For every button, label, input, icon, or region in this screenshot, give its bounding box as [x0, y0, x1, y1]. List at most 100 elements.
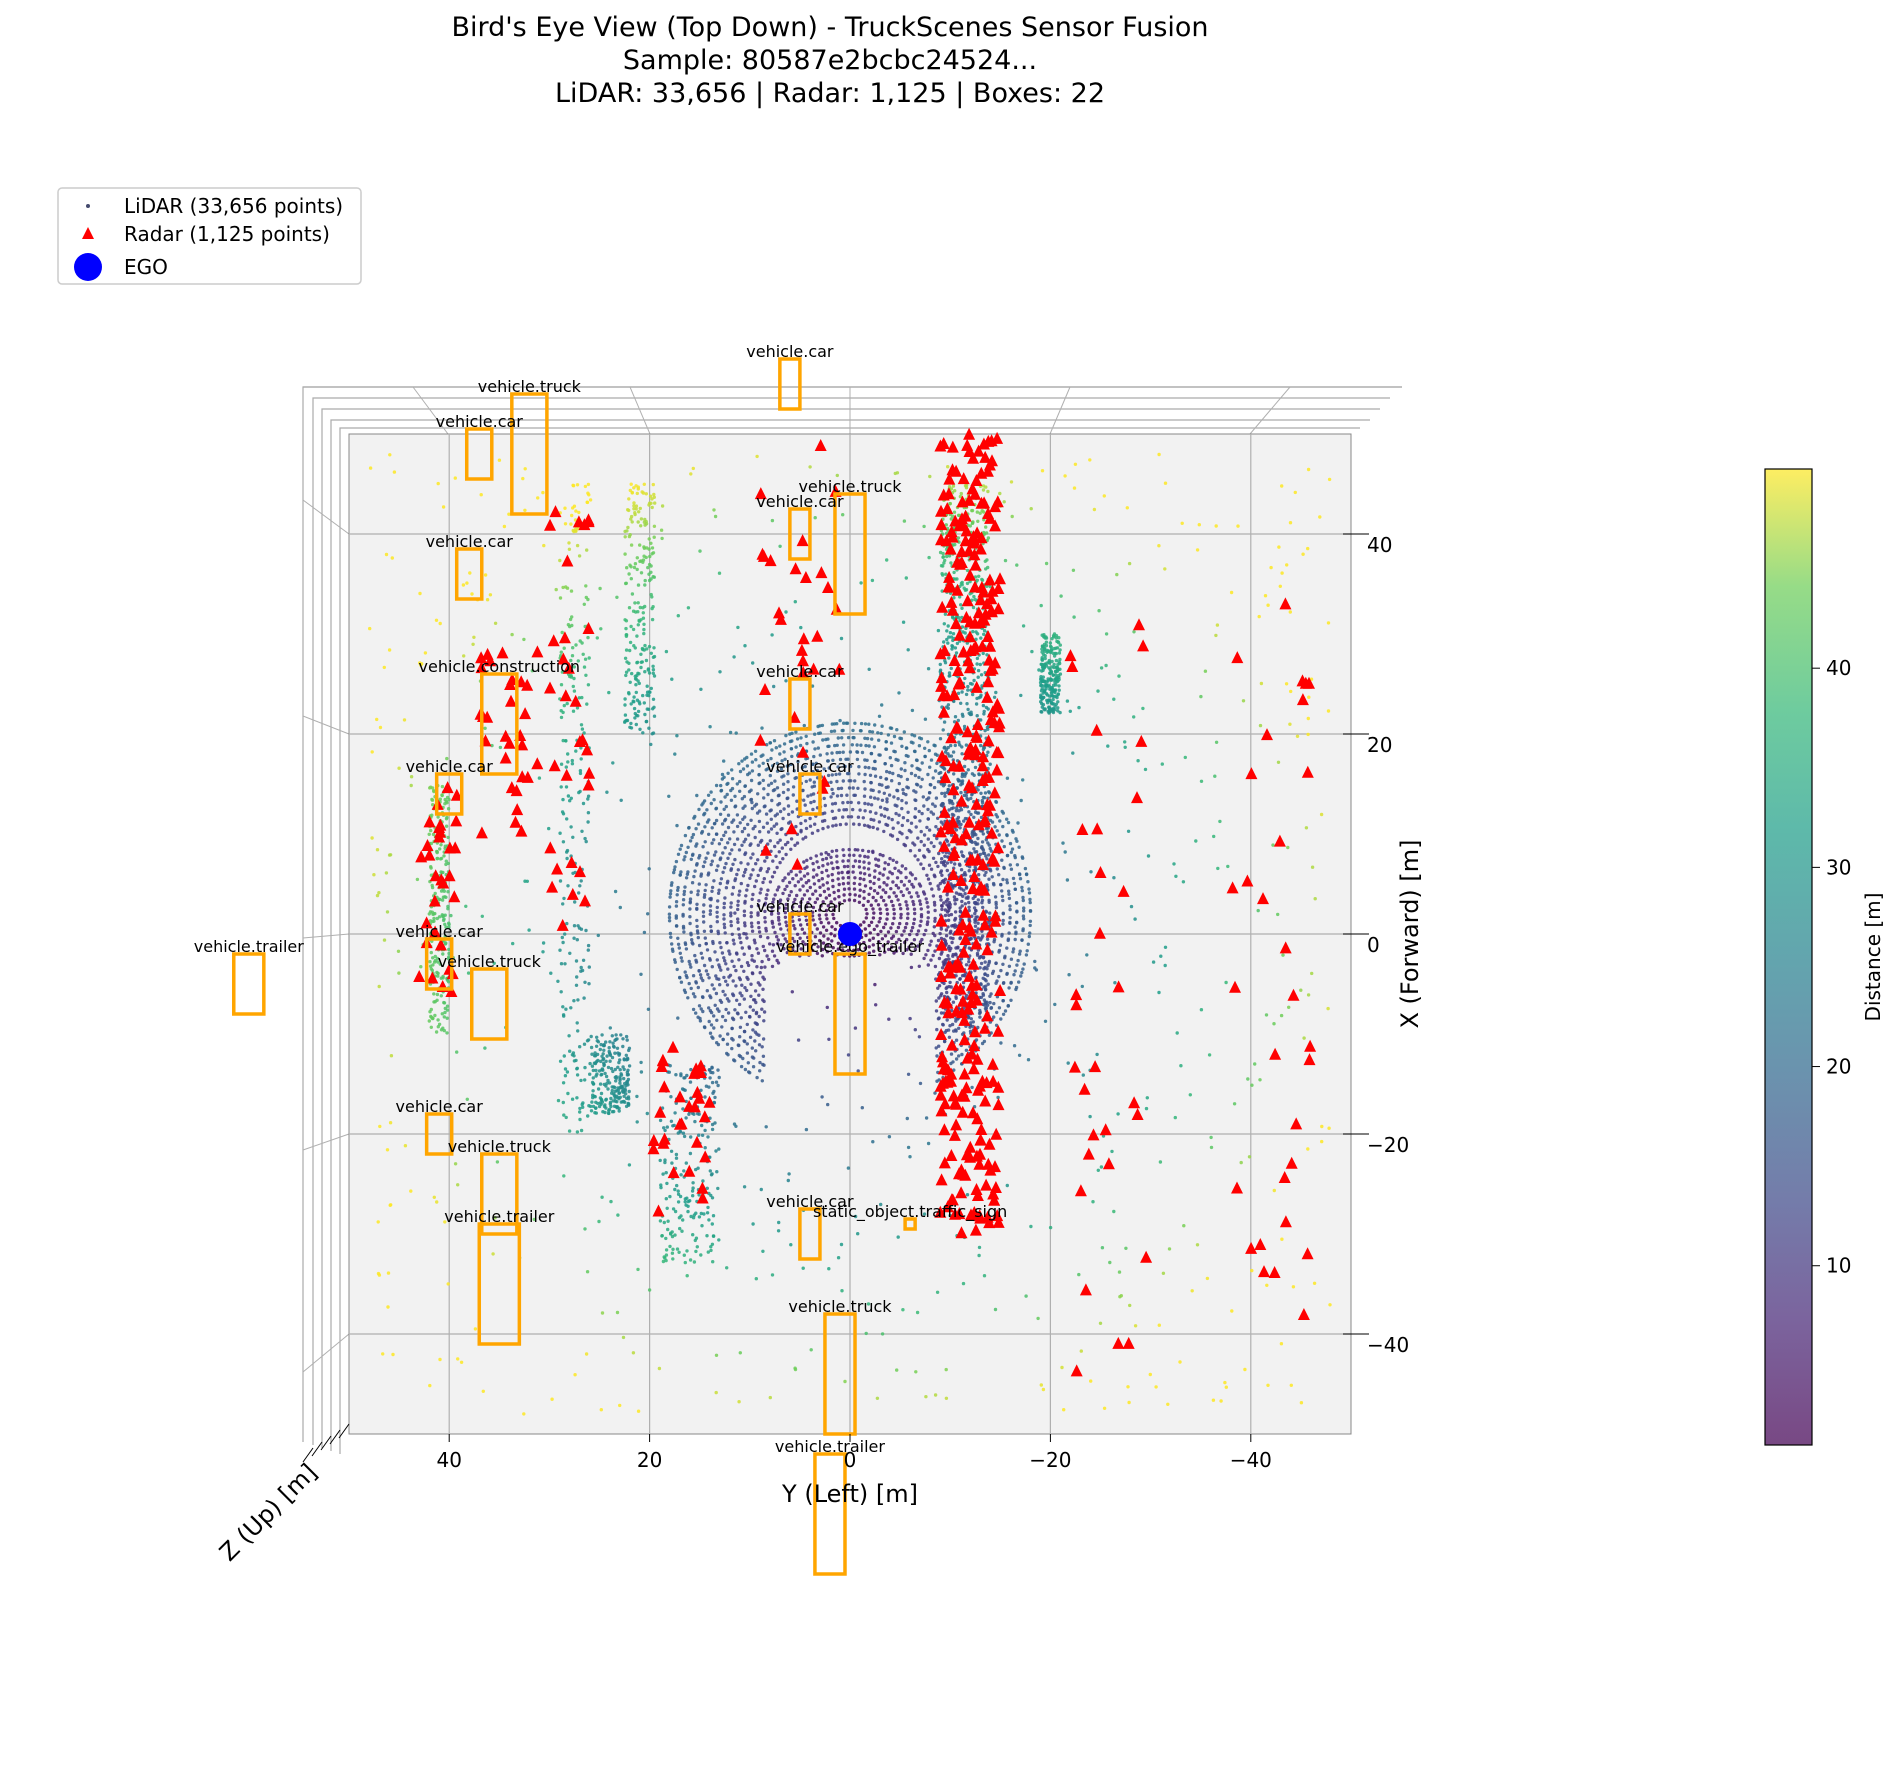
lidar-point	[633, 716, 637, 720]
lidar-point	[995, 867, 999, 871]
lidar-point	[764, 929, 768, 933]
lidar-point	[1106, 744, 1110, 748]
lidar-point	[973, 765, 978, 770]
lidar-point	[645, 690, 650, 694]
lidar-point	[578, 1117, 582, 1122]
lidar-point	[768, 839, 772, 843]
lidar-point	[775, 831, 779, 835]
lidar-point	[803, 803, 807, 807]
lidar-point	[949, 666, 953, 671]
lidar-point	[869, 780, 873, 785]
lidar-point	[829, 900, 833, 904]
lidar-point	[918, 1081, 923, 1086]
lidar-point	[595, 1072, 599, 1076]
lidar-point	[799, 877, 803, 881]
lidar-point	[771, 943, 776, 947]
lidar-point	[443, 895, 447, 899]
lidar-point	[726, 813, 731, 817]
lidar-point	[1055, 639, 1059, 644]
lidar-point	[776, 938, 780, 942]
lidar-point	[882, 829, 886, 834]
lidar-point	[649, 651, 653, 655]
lidar-point	[872, 889, 877, 893]
lidar-point	[791, 785, 796, 789]
lidar-point	[570, 758, 574, 763]
lidar-point	[923, 746, 927, 750]
lidar-point	[1018, 949, 1022, 953]
lidar-point	[905, 777, 910, 782]
lidar-point	[889, 887, 893, 891]
lidar-point	[866, 867, 871, 871]
lidar-point	[787, 821, 791, 825]
lidar-point	[794, 745, 798, 749]
lidar-point	[598, 1082, 603, 1086]
lidar-point	[971, 1020, 975, 1024]
lidar-point	[836, 947, 840, 951]
lidar-point	[884, 785, 888, 790]
lidar-point	[1072, 486, 1077, 490]
lidar-point	[446, 890, 450, 894]
lidar-point	[502, 524, 507, 529]
lidar-point	[980, 840, 985, 844]
lidar-point	[757, 764, 761, 768]
lidar-point	[778, 744, 782, 748]
lidar-point	[630, 592, 635, 596]
lidar-point	[1028, 900, 1032, 905]
lidar-point	[884, 740, 888, 744]
lidar-point	[727, 949, 731, 953]
lidar-point	[920, 937, 924, 942]
lidar-point	[1005, 833, 1009, 837]
lidar-point	[446, 861, 450, 866]
lidar-point	[728, 852, 732, 856]
lidar-point	[1266, 603, 1270, 607]
lidar-point	[905, 922, 909, 926]
lidar-point	[771, 788, 776, 793]
lidar-point	[795, 799, 799, 803]
lidar-point	[758, 983, 762, 987]
lidar-point	[983, 960, 987, 964]
lidar-point	[800, 765, 805, 770]
lidar-point	[906, 818, 910, 823]
lidar-point	[722, 975, 726, 980]
lidar-point	[954, 946, 958, 950]
lidar-point	[975, 915, 979, 919]
lidar-point	[581, 958, 586, 962]
lidar-point	[1072, 615, 1076, 619]
lidar-point	[571, 835, 575, 839]
lidar-point	[857, 894, 862, 898]
lidar-point	[1099, 666, 1104, 670]
lidar-point	[619, 798, 623, 802]
lidar-point	[770, 748, 774, 752]
lidar-point	[917, 809, 921, 814]
lidar-point	[831, 866, 835, 871]
lidar-point	[716, 931, 721, 936]
lidar-point	[784, 920, 788, 924]
lidar-point	[1077, 705, 1081, 710]
lidar-point	[960, 615, 964, 620]
lidar-point	[1018, 872, 1022, 877]
lidar-point	[799, 736, 803, 740]
lidar-point	[438, 1357, 442, 1362]
lidar-point	[649, 592, 653, 597]
lidar-point	[842, 899, 847, 903]
lidar-point	[652, 674, 657, 678]
lidar-point	[1309, 677, 1314, 681]
lidar-point	[741, 806, 745, 810]
lidar-point	[994, 813, 998, 817]
lidar-point	[758, 840, 763, 844]
lidar-point	[912, 789, 916, 793]
lidar-point	[1003, 558, 1008, 563]
lidar-point	[593, 1051, 597, 1055]
lidar-point	[745, 1042, 749, 1046]
lidar-point	[773, 814, 777, 818]
lidar-point	[696, 822, 701, 826]
lidar-point	[710, 983, 714, 987]
lidar-point	[762, 877, 766, 881]
lidar-point	[615, 595, 619, 599]
lidar-point	[889, 726, 894, 730]
lidar-point	[683, 1200, 687, 1204]
lidar-point	[1016, 958, 1020, 963]
lidar-point	[871, 766, 875, 771]
lidar-point	[578, 1045, 582, 1049]
lidar-point	[600, 1054, 604, 1059]
